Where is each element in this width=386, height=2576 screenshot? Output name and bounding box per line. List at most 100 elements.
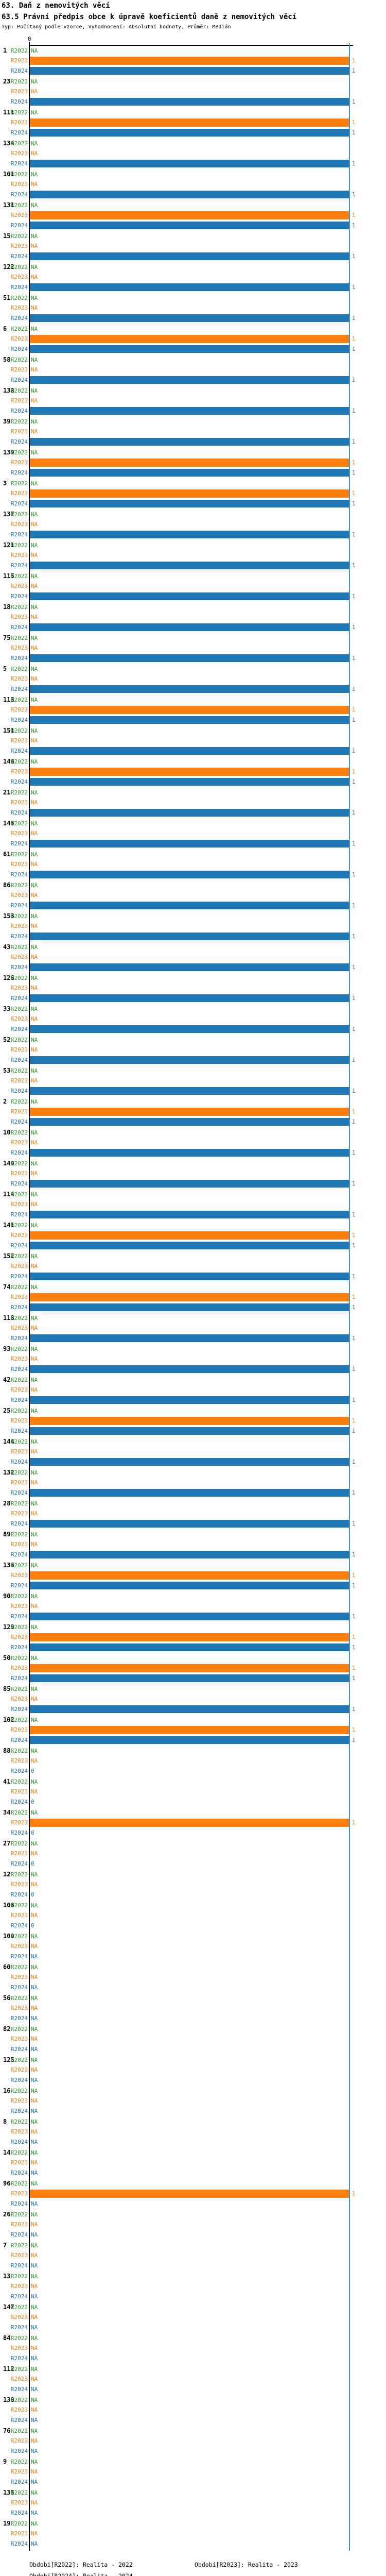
group-label: 84 — [3, 2334, 11, 2342]
na-value: NA — [31, 943, 38, 951]
series-label-r2023: R2023 — [10, 150, 28, 157]
bar-value: 1 — [352, 1705, 356, 1713]
series-label-r2024: R2024 — [10, 2416, 28, 2424]
series-label-r2023: R2023 — [10, 2128, 28, 2136]
group-label: 147 — [3, 2303, 14, 2311]
bar-r2024 — [30, 716, 349, 724]
series-label-r2023: R2023 — [10, 614, 28, 621]
na-value: NA — [31, 1191, 38, 1198]
bar-value: 1 — [352, 1551, 356, 1558]
bar-r2024 — [30, 159, 349, 168]
na-value: NA — [31, 2293, 38, 2300]
bar-r2024 — [30, 561, 349, 570]
series-label-r2022: R2022 — [10, 882, 28, 889]
series-label-r2024: R2024 — [10, 778, 28, 785]
na-value: NA — [31, 1252, 38, 1260]
bar-value: 1 — [352, 252, 356, 260]
series-label-r2024: R2024 — [10, 562, 28, 569]
series-label-r2023: R2023 — [10, 799, 28, 806]
na-value: NA — [31, 2478, 38, 2485]
series-label-r2022: R2022 — [10, 1994, 28, 2002]
group-label: 12 — [3, 1870, 11, 1878]
group-label: 6 — [3, 325, 7, 332]
series-label-r2024: R2024 — [10, 345, 28, 352]
series-label-r2022: R2022 — [10, 2087, 28, 2094]
series-label-r2022: R2022 — [10, 1067, 28, 1074]
bar-value: 1 — [352, 1232, 356, 1239]
bar-value: 1 — [352, 1273, 356, 1280]
bar-r2024 — [30, 190, 349, 199]
series-label-r2022: R2022 — [10, 1283, 28, 1291]
bar-value: 1 — [352, 222, 356, 229]
series-label-r2023: R2023 — [10, 892, 28, 899]
na-value: NA — [31, 1170, 38, 1177]
series-label-r2024: R2024 — [10, 623, 28, 631]
series-label-r2024: R2024 — [10, 469, 28, 476]
series-label-r2023: R2023 — [10, 1046, 28, 1054]
series-label-r2022: R2022 — [10, 541, 28, 549]
series-label-r2022: R2022 — [10, 2149, 28, 2156]
group-label: 115 — [3, 572, 14, 580]
series-label-r2022: R2022 — [10, 696, 28, 703]
bar-value: 1 — [352, 1294, 356, 1301]
na-value: NA — [31, 387, 38, 394]
series-label-r2024: R2024 — [10, 1118, 28, 1125]
series-label-r2023: R2023 — [10, 57, 28, 64]
bar-r2024 — [30, 685, 349, 693]
y-axis-line — [29, 45, 30, 2551]
na-value: NA — [31, 325, 38, 332]
series-label-r2022: R2022 — [10, 1902, 28, 1909]
bar-r2024 — [30, 808, 349, 817]
group-label: 89 — [3, 1530, 11, 1538]
na-value: NA — [31, 47, 38, 54]
series-label-r2023: R2023 — [10, 1788, 28, 1795]
series-label-r2023: R2023 — [10, 830, 28, 837]
bar-r2024 — [30, 128, 349, 137]
group-label: 90 — [3, 1592, 11, 1600]
series-label-r2022: R2022 — [10, 603, 28, 611]
series-label-r2022: R2022 — [10, 1469, 28, 1476]
bar-r2024 — [30, 901, 349, 910]
group-label: 53 — [3, 1066, 11, 1074]
legend-period-r2023: Období[R2023]: Realita - 2023 — [195, 2561, 298, 2568]
na-value: NA — [31, 2416, 38, 2424]
na-value: NA — [31, 820, 38, 827]
group-label: 14 — [3, 2148, 11, 2156]
na-value: NA — [31, 2097, 38, 2105]
series-label-r2023: R2023 — [10, 2468, 28, 2476]
na-value: NA — [31, 1984, 38, 1991]
na-value: NA — [31, 2406, 38, 2414]
series-label-r2023: R2023 — [10, 1603, 28, 1610]
na-value: NA — [31, 2458, 38, 2465]
group-label: 121 — [3, 541, 14, 549]
na-value: NA — [31, 1974, 38, 1981]
zero-value: 0 — [31, 1798, 34, 1805]
group-label: 118 — [3, 1314, 14, 1321]
na-value: NA — [31, 665, 38, 672]
na-value: NA — [31, 1448, 38, 1455]
na-value: NA — [31, 912, 38, 920]
bar-r2024 — [30, 468, 349, 477]
group-label: 21 — [3, 788, 11, 796]
series-label-r2024: R2024 — [10, 963, 28, 971]
na-value: NA — [31, 830, 38, 837]
series-label-r2022: R2022 — [10, 1191, 28, 1198]
zero-value: 0 — [31, 1922, 34, 1929]
bar-r2023 — [30, 57, 349, 65]
group-label: 18 — [3, 603, 11, 611]
bar-value: 1 — [352, 654, 356, 662]
na-value: NA — [31, 2180, 38, 2187]
na-value: NA — [31, 2385, 38, 2393]
series-label-r2022: R2022 — [10, 2334, 28, 2342]
group-label: 76 — [3, 2427, 11, 2434]
series-label-r2022: R2022 — [10, 2118, 28, 2125]
bar-value: 1 — [352, 119, 356, 126]
group-label: 61 — [3, 850, 11, 858]
series-label-r2023: R2023 — [10, 675, 28, 683]
bar-value: 1 — [352, 902, 356, 909]
series-label-r2023: R2023 — [10, 1386, 28, 1394]
na-value: NA — [31, 2447, 38, 2454]
bar-value: 1 — [352, 345, 356, 352]
bar-value: 1 — [352, 407, 356, 414]
